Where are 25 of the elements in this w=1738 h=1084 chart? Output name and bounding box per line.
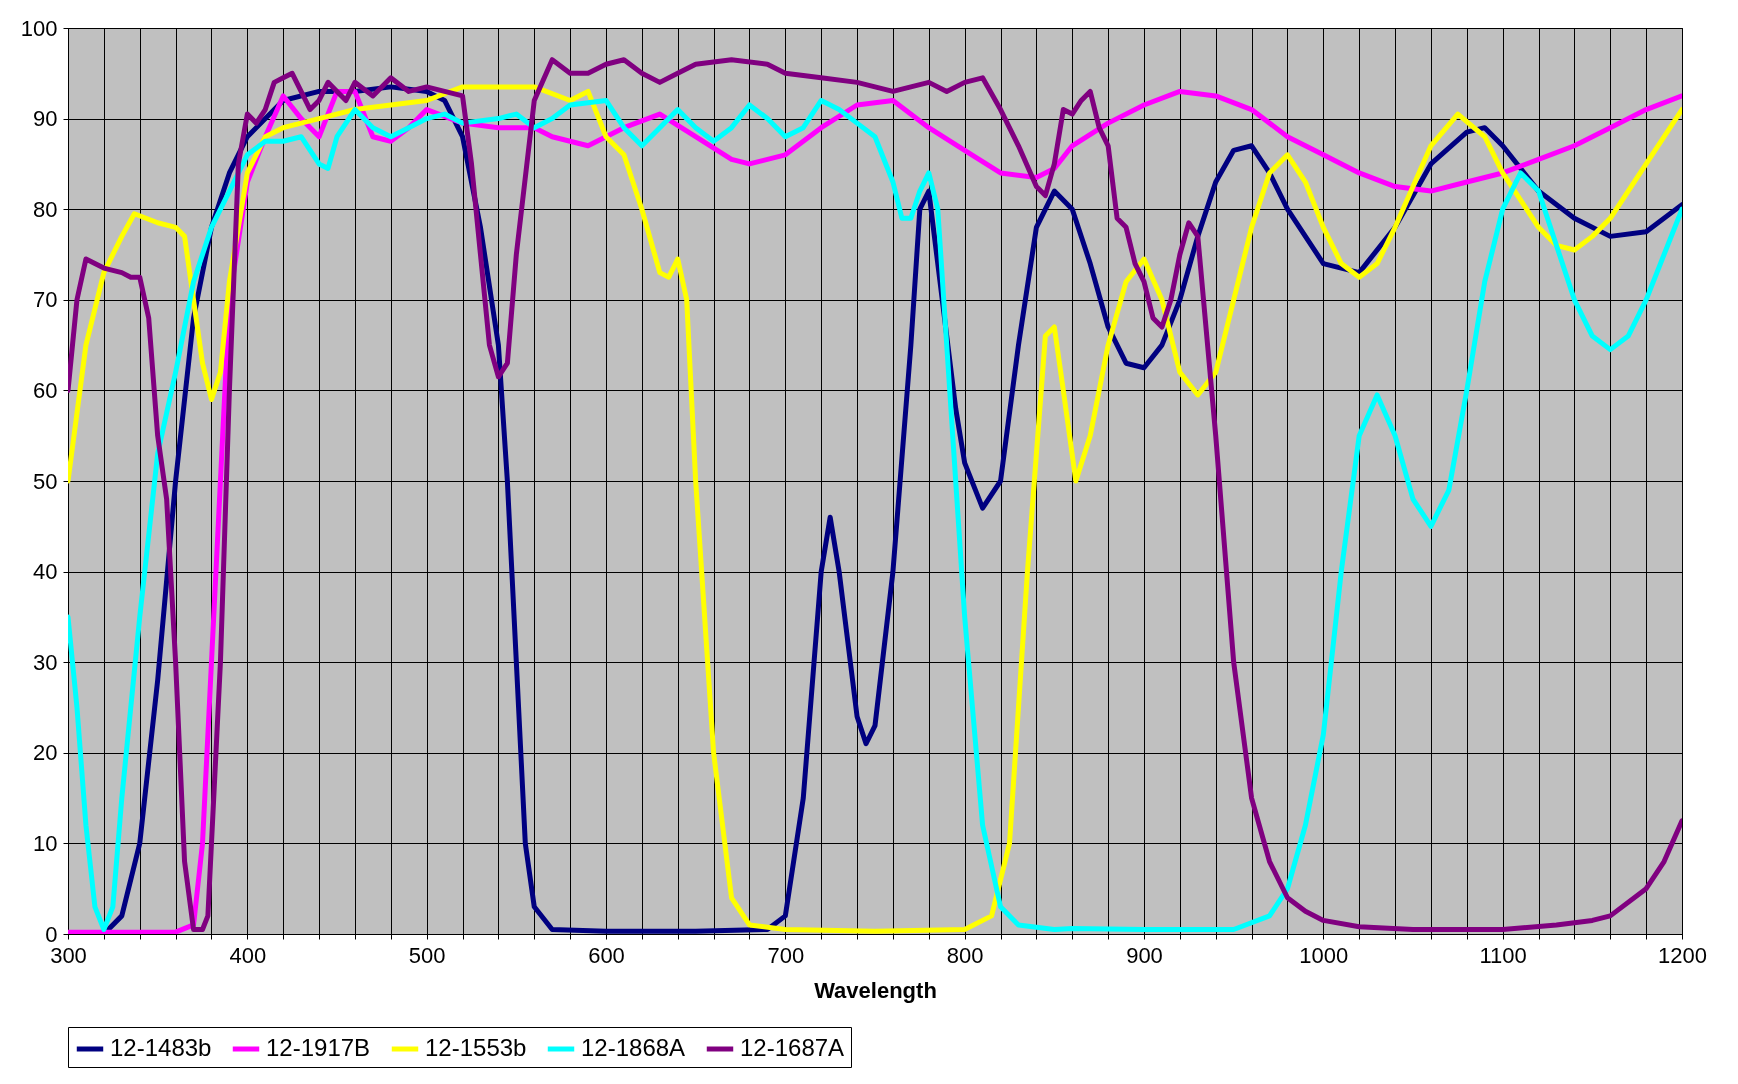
y-tick-label: 50 [33, 468, 58, 494]
y-tick-label: 100 [20, 15, 58, 41]
x-axis-title: Wavelength [814, 977, 937, 1003]
legend-label: 12-1483b [110, 1034, 212, 1061]
x-tick-label: 400 [229, 942, 267, 968]
x-tick-label: 800 [946, 942, 984, 968]
legend-label: 12-1687A [740, 1034, 845, 1061]
legend-label: 12-1917B [266, 1034, 371, 1061]
y-tick-label: 40 [33, 559, 58, 585]
x-tick-label: 700 [767, 942, 805, 968]
y-tick-label: 80 [33, 196, 58, 222]
x-tick-label: 900 [1126, 942, 1163, 968]
x-tick-label: 500 [408, 942, 446, 968]
legend-label: 12-1868A [581, 1034, 686, 1061]
y-tick-label: 90 [33, 106, 58, 132]
y-tick-label: 10 [33, 830, 58, 856]
x-tick-label: 1200 [1658, 942, 1707, 968]
x-tick-label: 600 [588, 942, 625, 968]
y-tick-label: 30 [33, 649, 58, 675]
legend-label: 12-1553b [425, 1034, 527, 1061]
x-tick-label: 1000 [1299, 942, 1349, 968]
y-tick-label: 20 [33, 740, 58, 766]
y-tick-label: 70 [33, 287, 58, 313]
x-tick-label: 1100 [1479, 942, 1527, 968]
y-tick-label: 60 [33, 377, 58, 403]
